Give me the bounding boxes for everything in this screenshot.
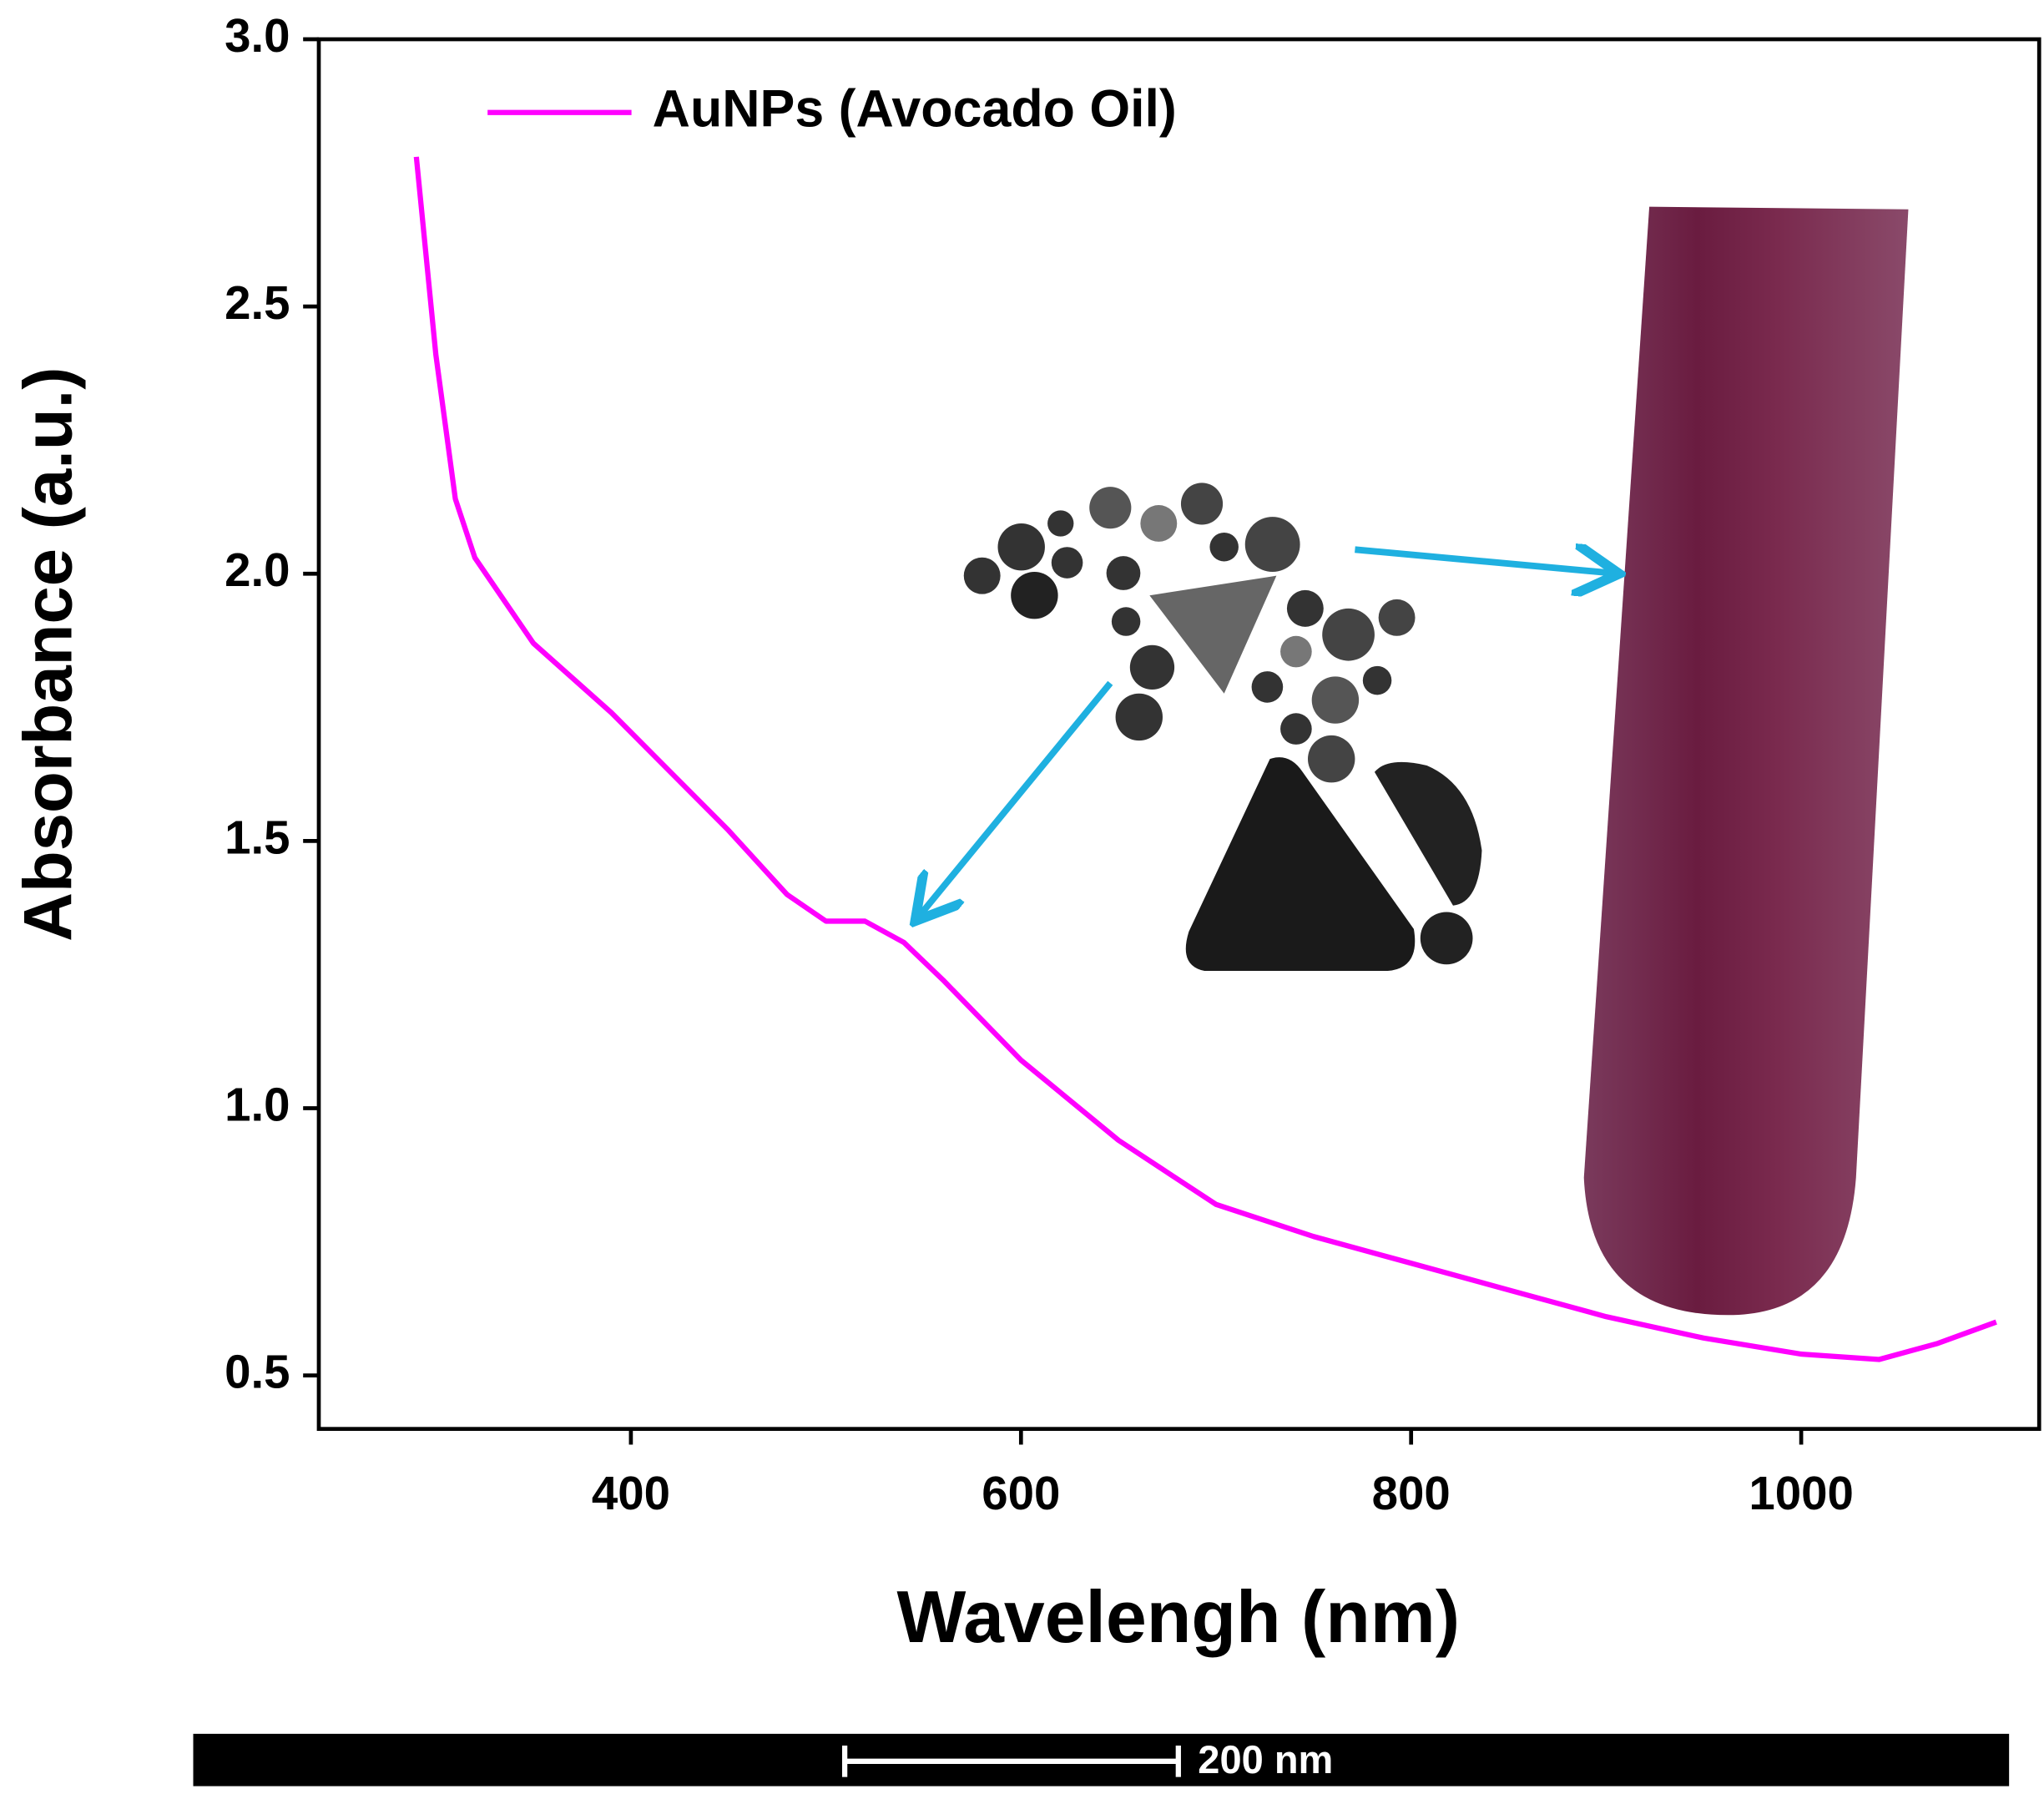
- scale-bar-label: 200 nm: [1198, 1737, 1333, 1781]
- y-tick-label: 1.5: [225, 811, 290, 863]
- y-tick-label: 2.0: [225, 543, 290, 596]
- x-tick-label: 1000: [1749, 1467, 1853, 1519]
- x-tick-label: 800: [1372, 1467, 1451, 1519]
- arrow: [1355, 549, 1612, 573]
- y-tick-label: 3.0: [225, 9, 290, 62]
- y-tick-label: 1.0: [225, 1078, 290, 1130]
- x-axis-title: Wavelengh (nm): [897, 1576, 1461, 1658]
- y-tick-label: 0.5: [225, 1346, 290, 1398]
- y-axis-title: Absorbance (a.u.): [10, 367, 86, 942]
- legend-label: AuNPs (Avocado Oil): [653, 79, 1177, 138]
- data-line: [413, 156, 1997, 1362]
- plot-frame: [316, 37, 2041, 1432]
- scale-bar: [841, 1746, 1181, 1777]
- y-tick-label: 2.5: [225, 276, 290, 329]
- x-tick-label: 400: [592, 1467, 670, 1519]
- arrow: [919, 680, 1113, 916]
- x-tick-label: 600: [982, 1467, 1060, 1519]
- tem-image: [963, 483, 1482, 972]
- test-tube-photo: [1583, 206, 1909, 1316]
